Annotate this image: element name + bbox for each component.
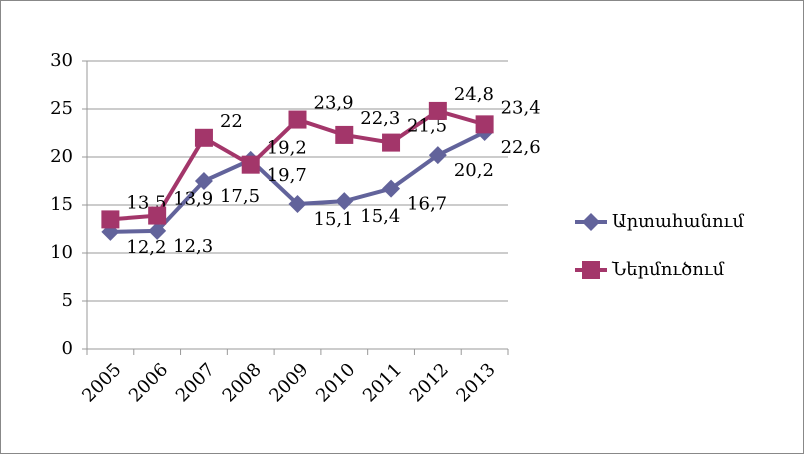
data-point — [194, 172, 213, 190]
data-label: 20,2 — [454, 160, 494, 181]
legend-label: Արտահանում — [612, 211, 744, 232]
data-point — [382, 133, 401, 152]
data-point — [382, 179, 401, 198]
y-tick-label: 5 — [62, 290, 73, 311]
data-point — [148, 221, 167, 240]
data-point — [101, 210, 120, 229]
data-label: 16,7 — [407, 194, 447, 215]
data-label: 22,6 — [501, 137, 541, 158]
legend-label: Ներմուծում — [611, 259, 725, 280]
y-tick-label: 30 — [50, 50, 73, 71]
data-label: 12,2 — [126, 237, 166, 258]
y-tick-label: 0 — [62, 338, 73, 359]
data-point — [148, 206, 167, 225]
y-tick-label: 10 — [50, 242, 73, 263]
data-label: 23,4 — [501, 97, 541, 118]
legend-marker — [582, 261, 600, 279]
data-point — [194, 128, 213, 147]
data-label: 21,5 — [407, 116, 447, 137]
data-label: 15,1 — [314, 209, 354, 230]
data-label: 24,8 — [454, 84, 494, 105]
data-point — [241, 155, 260, 174]
data-point — [428, 146, 447, 165]
y-tick-label: 25 — [50, 98, 73, 119]
data-label: 22,3 — [360, 108, 400, 129]
y-tick-label: 20 — [50, 146, 73, 167]
y-tick-label: 15 — [50, 194, 73, 215]
data-point — [428, 101, 447, 120]
data-point — [335, 192, 354, 211]
data-label: 15,4 — [360, 206, 400, 227]
data-label: 12,3 — [173, 236, 213, 257]
data-label: 23,9 — [314, 93, 354, 114]
legend-marker — [582, 213, 600, 231]
data-label: 13,9 — [173, 189, 213, 210]
data-point — [288, 195, 307, 214]
data-label: 19,7 — [267, 165, 307, 186]
data-label: 17,5 — [220, 186, 260, 207]
data-point — [335, 125, 354, 144]
data-label: 19,2 — [267, 138, 307, 159]
data-point — [288, 110, 307, 129]
data-point — [475, 115, 494, 134]
data-label: 22 — [220, 111, 243, 132]
